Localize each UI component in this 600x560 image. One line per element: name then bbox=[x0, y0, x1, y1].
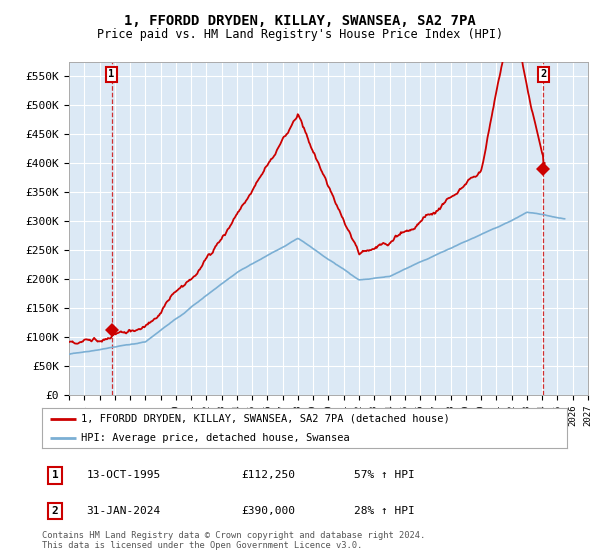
Text: £112,250: £112,250 bbox=[241, 470, 296, 480]
Text: 31-JAN-2024: 31-JAN-2024 bbox=[86, 506, 161, 516]
Text: 1, FFORDD DRYDEN, KILLAY, SWANSEA, SA2 7PA: 1, FFORDD DRYDEN, KILLAY, SWANSEA, SA2 7… bbox=[124, 14, 476, 28]
Text: £390,000: £390,000 bbox=[241, 506, 296, 516]
Text: 1: 1 bbox=[109, 69, 115, 80]
Text: Price paid vs. HM Land Registry's House Price Index (HPI): Price paid vs. HM Land Registry's House … bbox=[97, 28, 503, 41]
Text: 1, FFORDD DRYDEN, KILLAY, SWANSEA, SA2 7PA (detached house): 1, FFORDD DRYDEN, KILLAY, SWANSEA, SA2 7… bbox=[82, 414, 450, 424]
Text: 13-OCT-1995: 13-OCT-1995 bbox=[86, 470, 161, 480]
Text: 2: 2 bbox=[52, 506, 59, 516]
Text: 57% ↑ HPI: 57% ↑ HPI bbox=[355, 470, 415, 480]
Text: Contains HM Land Registry data © Crown copyright and database right 2024.
This d: Contains HM Land Registry data © Crown c… bbox=[42, 531, 425, 550]
Text: 2: 2 bbox=[541, 69, 547, 80]
Text: HPI: Average price, detached house, Swansea: HPI: Average price, detached house, Swan… bbox=[82, 433, 350, 443]
Text: 1: 1 bbox=[52, 470, 59, 480]
Text: 28% ↑ HPI: 28% ↑ HPI bbox=[355, 506, 415, 516]
